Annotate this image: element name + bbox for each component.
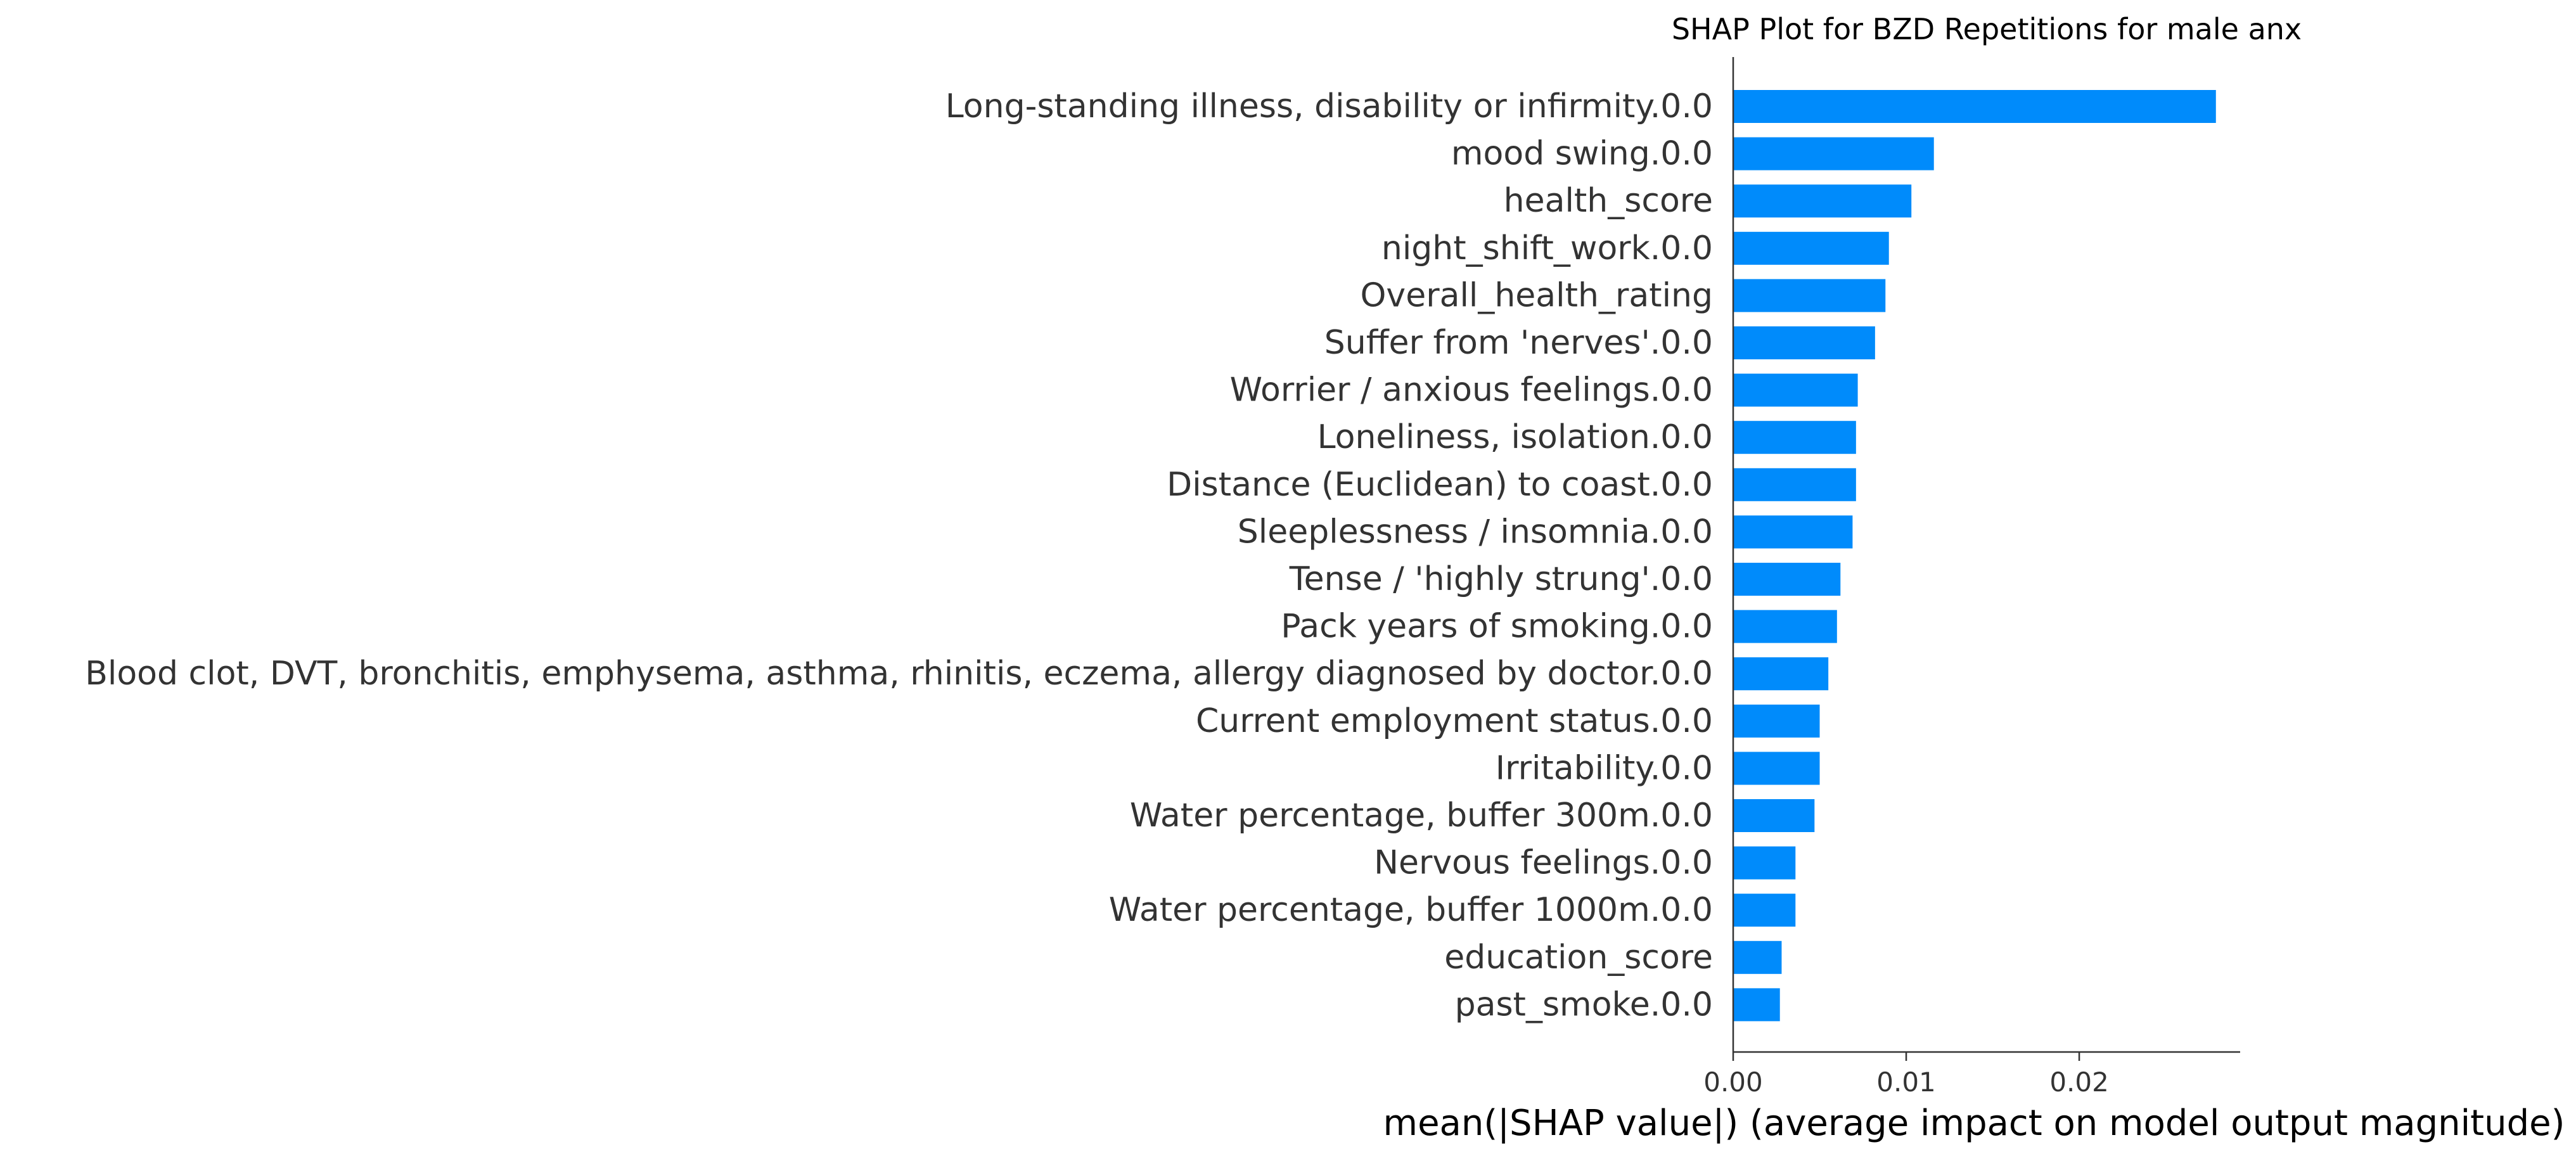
category-label: mood swing.0.0 [1451, 135, 1713, 173]
category-label: education_score [1444, 939, 1713, 977]
category-label: Pack years of smoking.0.0 [1281, 608, 1713, 646]
bar [1733, 940, 1782, 974]
category-label: Suffer from 'nerves'.0.0 [1324, 324, 1713, 362]
category-label: Long-standing illness, disability or inf… [945, 87, 1713, 125]
bar [1733, 421, 1856, 454]
bar [1733, 988, 1780, 1022]
category-label: Current employment status.0.0 [1196, 702, 1713, 740]
bars-group [1733, 90, 2216, 1022]
category-label: Sleeplessness / insomnia.0.0 [1238, 513, 1713, 551]
bar [1733, 137, 1934, 170]
category-label: night_shift_work.0.0 [1381, 229, 1713, 267]
category-label: health_score [1504, 182, 1713, 220]
bar [1733, 184, 1912, 218]
category-label: past_smoke.0.0 [1455, 985, 1713, 1023]
category-label: Nervous feelings.0.0 [1374, 844, 1713, 882]
category-label: Irritability.0.0 [1496, 749, 1713, 787]
category-label: Worrier / anxious feelings.0.0 [1230, 371, 1713, 409]
bar [1733, 279, 1886, 312]
x-tick-label: 0.00 [1703, 1067, 1763, 1098]
bar [1733, 846, 1796, 880]
bar [1733, 326, 1875, 359]
bar [1733, 894, 1796, 927]
category-label: Tense / 'highly strung'.0.0 [1289, 560, 1713, 598]
category-label: Distance (Euclidean) to coast.0.0 [1167, 466, 1713, 504]
bar [1733, 90, 2216, 123]
chart-title: SHAP Plot for BZD Repetitions for male a… [1672, 12, 2302, 46]
x-tick-label: 0.02 [2049, 1067, 2109, 1098]
category-label: Water percentage, buffer 1000m.0.0 [1109, 891, 1713, 929]
bar [1733, 704, 1820, 738]
bar [1733, 515, 1853, 549]
bar [1733, 610, 1837, 643]
category-labels-group: Long-standing illness, disability or inf… [85, 87, 1713, 1023]
x-tick-label: 0.01 [1876, 1067, 1936, 1098]
x-axis-label: mean(|SHAP value|) (average impact on mo… [1383, 1103, 2565, 1144]
bar [1733, 231, 1889, 265]
bar [1733, 468, 1856, 501]
bar [1733, 657, 1829, 691]
category-label: Water percentage, buffer 300m.0.0 [1130, 797, 1713, 835]
bar [1733, 752, 1820, 785]
category-label: Overall_health_rating [1361, 276, 1714, 314]
bar [1733, 373, 1858, 407]
category-label: Loneliness, isolation.0.0 [1317, 418, 1713, 456]
bar [1733, 563, 1841, 596]
category-label: Blood clot, DVT, bronchitis, emphysema, … [85, 655, 1713, 693]
bar [1733, 799, 1815, 832]
x-ticks-group: 0.00 0.01 0.02 [1703, 1052, 2109, 1098]
